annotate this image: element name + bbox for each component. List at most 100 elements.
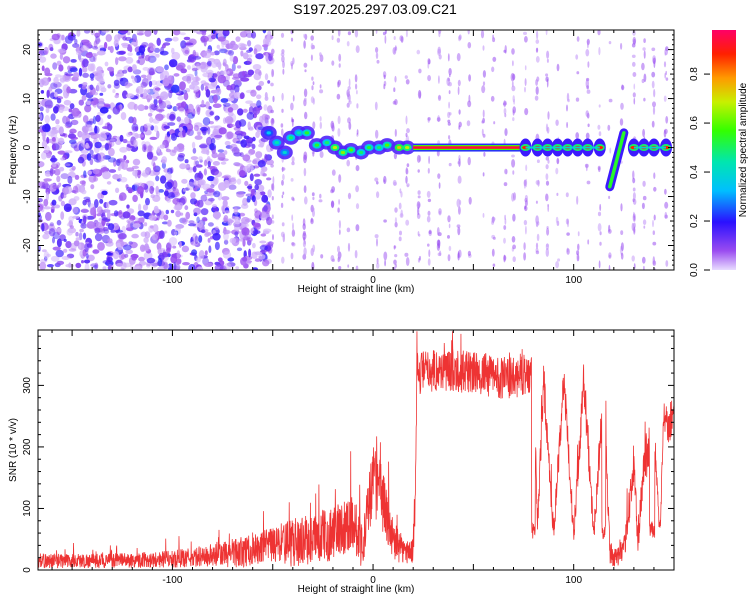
streak-mark	[399, 35, 404, 42]
streak-mark	[281, 222, 285, 227]
signal-core	[314, 143, 320, 147]
streak-mark	[376, 59, 380, 64]
noise-mark	[54, 168, 61, 176]
streak-mark	[524, 65, 527, 71]
streak-mark	[347, 117, 351, 124]
noise-mark	[188, 223, 197, 227]
streak-mark	[438, 182, 441, 189]
noise-mark	[83, 259, 91, 264]
noise-mark	[200, 61, 207, 66]
streak-mark	[457, 251, 460, 259]
noise-mark	[213, 72, 218, 80]
noise-mark	[85, 142, 89, 149]
noise-mark	[59, 53, 64, 60]
noise-mark	[107, 223, 115, 231]
streak-mark	[302, 240, 306, 248]
noise-mark	[95, 222, 102, 228]
noise-mark	[177, 62, 186, 69]
noise-mark	[89, 158, 94, 165]
noise-mark	[156, 37, 161, 47]
noise-mark	[176, 145, 185, 153]
noise-mark	[53, 204, 61, 209]
streak-mark	[347, 31, 351, 36]
noise-mark	[54, 91, 58, 98]
streak-mark	[523, 31, 527, 35]
streak-mark	[427, 258, 431, 266]
noise-mark	[138, 203, 142, 212]
streak-mark	[346, 227, 351, 233]
noise-mark	[120, 261, 127, 270]
noise-mark	[144, 231, 151, 239]
noise-mark	[231, 146, 240, 155]
noise-mark	[226, 131, 234, 140]
streak-mark	[428, 249, 431, 258]
streak-mark	[545, 123, 549, 132]
signal-core	[340, 150, 346, 155]
noise-mark	[252, 242, 256, 249]
streak-mark	[512, 244, 516, 250]
noise-mark	[208, 143, 217, 151]
noise-mark	[102, 126, 109, 130]
streak-mark	[608, 98, 613, 103]
noise-mark	[76, 30, 81, 37]
noise-mark	[131, 165, 139, 169]
streak-mark	[567, 98, 570, 103]
noise-mark	[72, 206, 79, 214]
noise-mark	[240, 50, 244, 57]
noise-mark	[212, 233, 221, 241]
streak-mark	[394, 49, 396, 53]
noise-mark	[60, 200, 65, 207]
streak-mark	[482, 45, 485, 51]
noise-mark	[185, 88, 191, 93]
noise-mark	[198, 170, 202, 179]
streak-mark	[664, 72, 666, 79]
noise-mark	[243, 135, 250, 140]
noise-mark	[203, 159, 208, 167]
noise-mark	[157, 266, 166, 270]
streak-mark	[632, 198, 635, 202]
streak-mark	[492, 34, 494, 39]
streak-mark	[608, 41, 612, 45]
noise-mark	[199, 144, 208, 149]
noise-mark	[212, 207, 219, 212]
noise-mark	[190, 192, 196, 199]
noise-mark	[212, 94, 218, 104]
noise-mark	[92, 115, 97, 125]
noise-mark	[158, 230, 165, 239]
streak-mark	[271, 196, 274, 201]
noise-mark	[82, 232, 87, 240]
noise-mark	[112, 251, 120, 260]
streak-mark	[290, 178, 294, 182]
streak-mark	[505, 169, 508, 175]
signal-core	[274, 141, 279, 145]
noise-mark	[86, 120, 94, 125]
noise-mark	[107, 266, 112, 270]
noise-mark	[49, 157, 58, 162]
noise-mark	[107, 256, 113, 263]
noise-mark	[40, 185, 46, 189]
noise-mark	[183, 92, 189, 101]
streak-mark	[503, 182, 508, 187]
noise-mark	[52, 62, 58, 70]
noise-mark	[118, 210, 123, 218]
streak-mark	[400, 209, 403, 217]
streak-mark	[664, 201, 669, 209]
streak-mark	[427, 117, 431, 121]
noise-mark	[262, 30, 267, 34]
noise-mark	[201, 31, 207, 36]
noise-mark	[69, 225, 74, 229]
noise-mark	[84, 263, 90, 270]
noise-mark	[50, 113, 56, 121]
noise-mark	[208, 95, 215, 104]
streak-mark	[503, 49, 507, 53]
streak-mark	[587, 123, 590, 128]
noise-mark	[43, 206, 51, 210]
noise-mark	[42, 124, 51, 133]
noise-mark	[89, 149, 94, 156]
noise-mark	[161, 221, 169, 225]
colorbar-tick-label: 0.4	[689, 165, 700, 179]
noise-mark	[250, 89, 257, 97]
noise-mark	[61, 256, 70, 260]
noise-mark	[258, 71, 262, 76]
